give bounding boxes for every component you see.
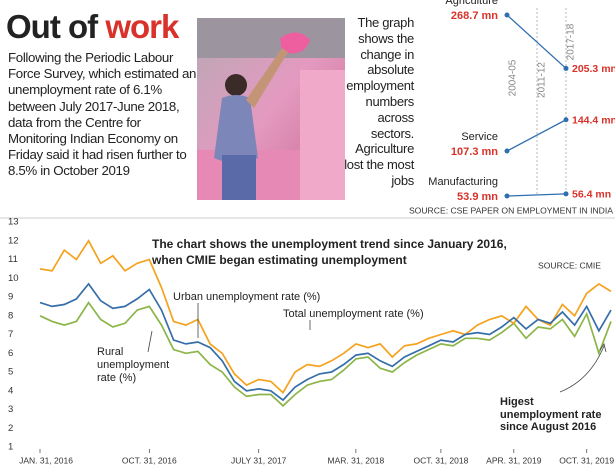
- series-line: [39, 301, 612, 407]
- photo: [197, 18, 345, 200]
- x-tick-label: OCT. 31, 2016: [122, 455, 177, 465]
- start-value: 268.7 mn: [451, 10, 498, 22]
- chart-title: when CMIE began estimating unemployment: [151, 253, 407, 267]
- sector-name: Service: [461, 131, 498, 143]
- slope-point: [504, 148, 510, 154]
- slope-source: SOURCE: CSE PAPER ON EMPLOYMENT IN INDIA: [409, 205, 613, 215]
- x-tick-label: OCT. 31, 2019: [559, 455, 614, 465]
- period-label: 2011-12: [537, 62, 548, 98]
- leader: [147, 330, 153, 353]
- end-value: 205.3 mn: [572, 63, 615, 75]
- headline: Out of work: [6, 8, 179, 46]
- slope-line: [506, 119, 567, 152]
- y-tick-label: 1: [8, 442, 13, 453]
- rural-label: Rural unemployment rate (%): [97, 346, 170, 384]
- y-tick-label: 7: [8, 329, 13, 340]
- y-tick-label: 9: [8, 292, 13, 303]
- y-tick-label: 2: [8, 423, 13, 434]
- slope-line: [506, 193, 567, 197]
- period-label: 2004-05: [508, 59, 519, 96]
- x-tick-label: OCT. 31, 2018: [414, 455, 469, 465]
- x-tick-label: APR. 31, 2019: [486, 455, 542, 465]
- y-tick-label: 12: [8, 235, 19, 246]
- headline-lead: Out of: [6, 8, 98, 45]
- end-value: 144.4 mn: [572, 115, 615, 127]
- y-tick-label: 11: [8, 254, 18, 265]
- sector-name: Manufacturing: [428, 176, 498, 188]
- slope-description: The graph shows the change in absolute e…: [344, 15, 414, 188]
- start-value: 53.9 mn: [457, 191, 498, 203]
- y-tick-label: 4: [8, 385, 13, 396]
- x-tick-label: JAN. 31, 2016: [19, 455, 73, 465]
- annotation: Higest unemployment rate since August 20…: [500, 396, 610, 434]
- x-tick-label: MAR. 31, 2018: [328, 455, 385, 465]
- total-label: Total unemployment rate (%): [283, 308, 424, 320]
- sector-name: Agriculture: [445, 0, 498, 7]
- period-label: 2017-18: [566, 23, 577, 60]
- y-tick-label: 5: [8, 367, 13, 378]
- y-tick-label: 13: [8, 217, 19, 228]
- annotation-arrow: [559, 345, 605, 393]
- slope-point: [563, 65, 569, 71]
- slope-line: [506, 14, 567, 69]
- slope-point: [563, 117, 569, 123]
- y-tick-label: 10: [8, 273, 19, 284]
- slope-point: [504, 193, 510, 199]
- intro-text: Following the Periodic Labour Force Surv…: [8, 50, 197, 179]
- series-line: [39, 282, 612, 402]
- headline-accent: work: [105, 8, 179, 45]
- arrow-head: [599, 343, 607, 353]
- annotation-text: Higest unemployment rate since August 20…: [500, 396, 602, 433]
- urban-label: Urban unemployment rate (%): [173, 291, 320, 303]
- end-value: 56.4 mn: [572, 189, 611, 201]
- start-value: 107.3 mn: [451, 146, 498, 158]
- slope-point: [504, 12, 510, 18]
- y-tick-label: 3: [8, 404, 13, 415]
- x-tick-label: JULY 31, 2017: [231, 455, 287, 465]
- chart-title: The chart shows the unemployment trend s…: [152, 237, 507, 251]
- chart-source: SOURCE: CMIE: [538, 260, 601, 270]
- slope-point: [563, 191, 569, 197]
- y-tick-label: 8: [8, 310, 13, 321]
- y-tick-label: 6: [8, 348, 13, 359]
